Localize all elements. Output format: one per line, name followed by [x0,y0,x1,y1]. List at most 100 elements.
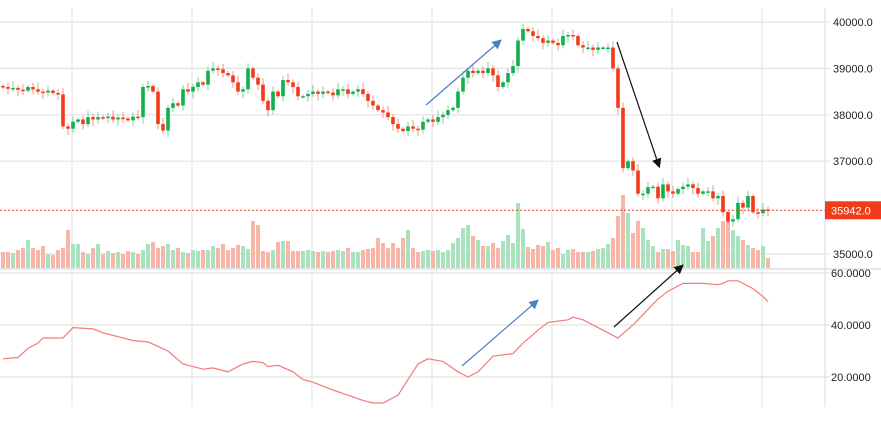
volume-bar [751,248,755,268]
candle-body [721,196,725,213]
volume-bar [41,246,45,268]
candle-body [436,117,440,122]
candle-body [386,112,390,118]
candle-body [331,92,335,96]
volume-bar [621,195,625,268]
candle-body [666,184,670,192]
volume-bar [261,251,265,268]
candle-body [726,212,730,222]
candle-body [166,107,170,131]
candle-body [681,186,685,190]
candle-body [601,47,605,50]
volume-bar [216,248,220,268]
volume-bar [161,246,165,268]
candle-body [291,82,295,87]
volume-bar [86,254,90,268]
volume-bar [631,233,635,268]
volume-bar [716,228,720,268]
volume-bar [426,250,430,268]
candle-body [606,47,610,50]
candle-body [171,103,175,108]
volume-bar [516,203,520,268]
candle-body [316,91,320,94]
volume-bar [56,250,60,268]
volume-bar [51,255,55,268]
candle-body [271,91,275,111]
blue-arrow-price[interactable] [425,39,502,106]
candle-body [21,89,25,92]
candle-body [466,70,470,78]
candle-body [136,116,140,119]
last-price-badge [825,201,881,220]
candle-body [496,75,500,87]
volume-bar [556,248,560,268]
candle-body [216,68,220,70]
candle-body [31,86,35,90]
candle-body [731,219,735,222]
volume-bar [181,252,185,268]
candle-body [401,128,405,132]
volume-bar [401,238,405,268]
volume-bar [636,221,640,268]
candle-body [71,121,75,129]
candle-body [391,117,395,125]
candle-body [126,118,130,121]
candle-body [491,68,495,76]
volume-bar [506,235,510,268]
volume-bar [576,252,580,268]
volume-bar [331,251,335,268]
volume-bar [286,241,290,268]
volume-bar [71,244,75,268]
candle-body [196,82,200,87]
volume-bar [91,248,95,268]
candle-body [426,119,430,122]
candle-body [156,91,160,125]
volume-bar [391,243,395,268]
candle-body [431,119,435,122]
volume-bar [81,252,85,268]
volume-bar [721,221,725,268]
blue-arrow-indicator[interactable] [461,299,539,367]
candle-body [306,93,310,97]
volume-bar [766,258,770,268]
volume-bar [406,230,410,268]
candle-body [506,73,510,83]
candle-body [61,94,65,127]
volume-bar [586,252,590,268]
volume-bar [686,246,690,268]
candle-body [651,186,655,189]
candle-body [711,191,715,199]
candle-body [336,89,340,96]
black-arrow-indicator[interactable] [613,264,684,328]
volume-bar [136,254,140,268]
candle-body [26,86,30,91]
indicator-tick-label: 20.0000 [831,372,871,384]
volume-bar [386,248,390,268]
volume-bar [241,246,245,268]
candle-body [526,28,530,32]
candle-body [46,90,50,93]
price-tick-label: 40000.0 [833,17,873,29]
candle-body [81,119,85,125]
volume-bar [271,250,275,268]
candle-body [176,103,180,106]
black-arrow-price[interactable] [616,41,662,169]
volume-bar [601,248,605,268]
volume-bar [246,249,250,268]
volume-bar [561,254,565,268]
candle-body [566,34,570,37]
volume-bar [376,238,380,268]
volume-bar [486,246,490,268]
candle-body [341,89,345,91]
candle-body [286,80,290,83]
candle-body [221,69,225,74]
candle-body [481,70,485,74]
candle-body [36,89,40,92]
candle-body [416,128,420,131]
volume-bar [11,253,15,268]
candle-body [131,116,135,121]
candle-body [641,193,645,196]
candle-body [461,77,465,92]
candle-body [6,86,10,89]
